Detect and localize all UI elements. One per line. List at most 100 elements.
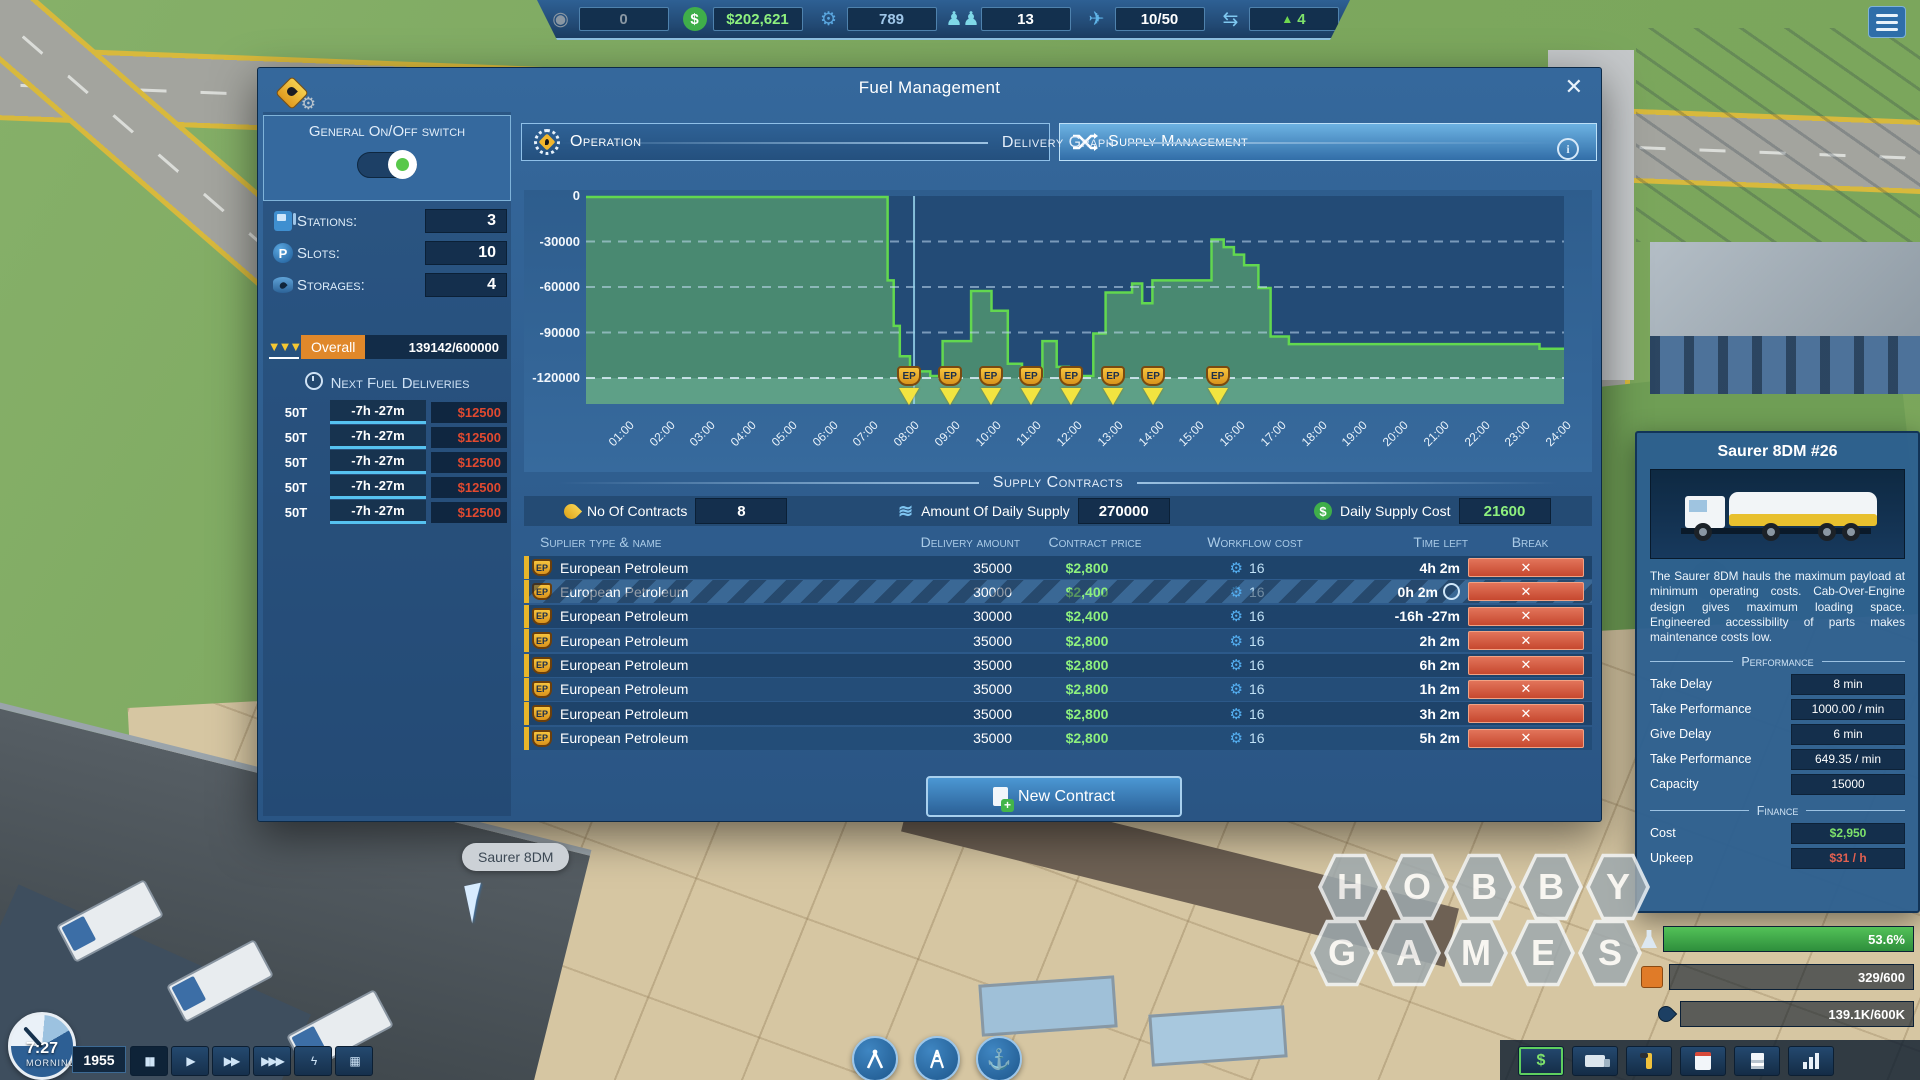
break-contract-button[interactable]: ✕ xyxy=(1468,631,1584,651)
reports-button[interactable] xyxy=(1734,1046,1780,1076)
supplier-name: European Petroleum xyxy=(560,559,689,576)
delivery-row[interactable]: 50T -7h -27m $12500 xyxy=(267,475,507,499)
supplier-name: European Petroleum xyxy=(560,681,689,698)
workflow-cost: 16 xyxy=(1248,730,1265,747)
break-contract-button[interactable]: ✕ xyxy=(1468,655,1584,675)
daily-supply-value: 270000 xyxy=(1077,498,1170,524)
statistics-button[interactable] xyxy=(1788,1046,1834,1076)
delivery-marker[interactable]: EP xyxy=(1139,366,1167,405)
storages-label: Storages: xyxy=(297,276,365,294)
delivery-row[interactable]: 50T -7h -27m $12500 xyxy=(267,500,507,524)
daily-supply-cost: $ Daily Supply Cost 21600 xyxy=(1314,496,1551,526)
delivery-marker[interactable]: EP xyxy=(1204,366,1232,405)
break-contract-button[interactable]: ✕ xyxy=(1468,679,1584,699)
break-contract-button[interactable]: ✕ xyxy=(1468,704,1584,724)
contract-row[interactable]: EP European Petroleum 35000 $2,800 ⚙ 16 … xyxy=(524,629,1592,653)
calendar-button[interactable] xyxy=(1680,1046,1726,1076)
resource-indicator: ✈ 10/50 xyxy=(1085,7,1205,31)
contract-row[interactable]: EP European Petroleum 30000 $2,400 ⚙ 16 … xyxy=(524,580,1592,604)
contract-row[interactable]: EP European Petroleum 30000 $2,400 ⚙ 16 … xyxy=(524,604,1592,628)
delivery-row[interactable]: 50T -7h -27m $12500 xyxy=(267,450,507,474)
deliveries-list: 50T -7h -27m $12500 50T -7h -27m $12500 … xyxy=(263,400,511,525)
perf-value: 6 min xyxy=(1791,723,1905,745)
tower-icon[interactable] xyxy=(914,1036,960,1080)
ep-shield-icon: EP xyxy=(978,366,1003,386)
time-left: -16h -27m xyxy=(1394,608,1460,625)
gear-icon: ⚙ xyxy=(1229,657,1243,675)
delivery-marker[interactable]: EP xyxy=(977,366,1005,405)
delivery-tonnage: 50T xyxy=(284,429,308,445)
playback-button[interactable]: ▶▶ xyxy=(212,1046,250,1076)
supplier-brand-icon: EP xyxy=(532,729,552,747)
slots-value: 10 xyxy=(425,241,507,265)
break-contract-button[interactable]: ✕ xyxy=(1468,728,1584,748)
stations-value: 3 xyxy=(425,209,507,233)
vehicle-image xyxy=(1650,469,1905,559)
contract-row[interactable]: EP European Petroleum 35000 $2,800 ⚙ 16 … xyxy=(524,653,1592,677)
delivery-row[interactable]: 50T -7h -27m $12500 xyxy=(267,425,507,449)
x-axis-tick: 04:00 xyxy=(727,418,759,450)
y-axis-tick: 0 xyxy=(572,188,580,203)
resource-indicator: ⇆ ▲ 4 xyxy=(1219,7,1339,31)
fuel-button[interactable] xyxy=(1626,1046,1672,1076)
time-left: 1h 2m xyxy=(1419,681,1460,698)
time-period: MORNING xyxy=(26,1058,77,1068)
playback-button[interactable]: ▦ xyxy=(335,1046,373,1076)
contract-row[interactable]: EP European Petroleum 35000 $2,800 ⚙ 16 … xyxy=(524,556,1592,579)
contract-row[interactable]: EP European Petroleum 35000 $2,800 ⚙ 16 … xyxy=(524,726,1592,750)
resource-icon: ⇆ xyxy=(1222,8,1239,30)
finance-button[interactable]: $ xyxy=(1518,1046,1564,1076)
playback-button[interactable]: ▶ xyxy=(171,1046,209,1076)
resource-bar: ◉ 0 $ $202,621 ⚙ 789 xyxy=(537,0,1350,40)
delivery-time: -7h -27m xyxy=(330,425,426,449)
info-icon[interactable]: i xyxy=(1557,138,1579,160)
delivery-marker[interactable]: EP xyxy=(1017,366,1045,405)
x-axis-tick: 03:00 xyxy=(687,418,719,450)
flask-icon xyxy=(1641,930,1657,948)
perf-label: Take Performance xyxy=(1650,702,1752,717)
delivery-marker[interactable]: EP xyxy=(1099,366,1127,405)
cost-value: $2,950 xyxy=(1791,822,1905,844)
x-axis-tick: 02:00 xyxy=(646,418,678,450)
break-contract-button[interactable]: ✕ xyxy=(1468,606,1584,626)
document-icon xyxy=(1750,1053,1764,1069)
building-wall xyxy=(1650,336,1920,394)
delivery-row[interactable]: 50T -7h -27m $12500 xyxy=(267,400,507,424)
x-axis-tick: 18:00 xyxy=(1298,418,1330,450)
break-contract-button[interactable]: ✕ xyxy=(1468,558,1584,577)
ep-shield-icon: EP xyxy=(1018,366,1043,386)
ep-shield-icon: EP xyxy=(1059,366,1084,386)
delivery-marker[interactable]: EP xyxy=(895,366,923,405)
general-on-off-toggle[interactable] xyxy=(357,150,417,179)
playback-button[interactable]: ▶▶▶ xyxy=(253,1046,291,1076)
resource-value-box: 789 xyxy=(847,7,937,31)
stations-row: Stations: 3 xyxy=(269,208,507,234)
contract-row[interactable]: EP European Petroleum 35000 $2,800 ⚙ 16 … xyxy=(524,677,1592,701)
gear-icon: ⚙ xyxy=(1229,632,1243,650)
delivery-time: -7h -27m xyxy=(330,400,426,424)
playback-button[interactable]: ϟ xyxy=(294,1046,332,1076)
delivery-price: $12500 xyxy=(431,476,507,498)
time-left: 2h 2m xyxy=(1419,632,1460,649)
perf-value: 8 min xyxy=(1791,673,1905,695)
new-contract-button[interactable]: New Contract xyxy=(926,776,1182,817)
logistics-button[interactable] xyxy=(1572,1046,1618,1076)
daily-supply-amount: ≋ Amount Of Daily Supply 270000 xyxy=(898,496,1170,526)
x-axis-tick: 07:00 xyxy=(850,418,882,450)
menu-button[interactable] xyxy=(1868,6,1906,38)
break-contract-button[interactable]: ✕ xyxy=(1468,582,1584,602)
playback-button[interactable]: ▮▮ xyxy=(130,1046,168,1076)
close-icon[interactable]: ✕ xyxy=(1564,74,1583,99)
delivery-marker[interactable]: EP xyxy=(1057,366,1085,405)
contracts-stats-row: No Of Contracts 8 ≋ Amount Of Daily Supp… xyxy=(524,496,1592,526)
time-left: 0h 2m xyxy=(1397,583,1438,600)
quality-percent: 53.6% xyxy=(1868,931,1905,947)
compass-icon[interactable] xyxy=(852,1036,898,1080)
contract-row[interactable]: EP European Petroleum 35000 $2,800 ⚙ 16 … xyxy=(524,702,1592,726)
delivery-marker[interactable]: EP xyxy=(936,366,964,405)
delivery-amount: 35000 xyxy=(973,657,1012,674)
marker-arrow-icon xyxy=(1102,388,1123,405)
fuel-pump-icon xyxy=(269,211,297,231)
anchor-icon[interactable]: ⚓ xyxy=(976,1036,1022,1080)
resource-value: 10/50 xyxy=(1140,10,1179,28)
